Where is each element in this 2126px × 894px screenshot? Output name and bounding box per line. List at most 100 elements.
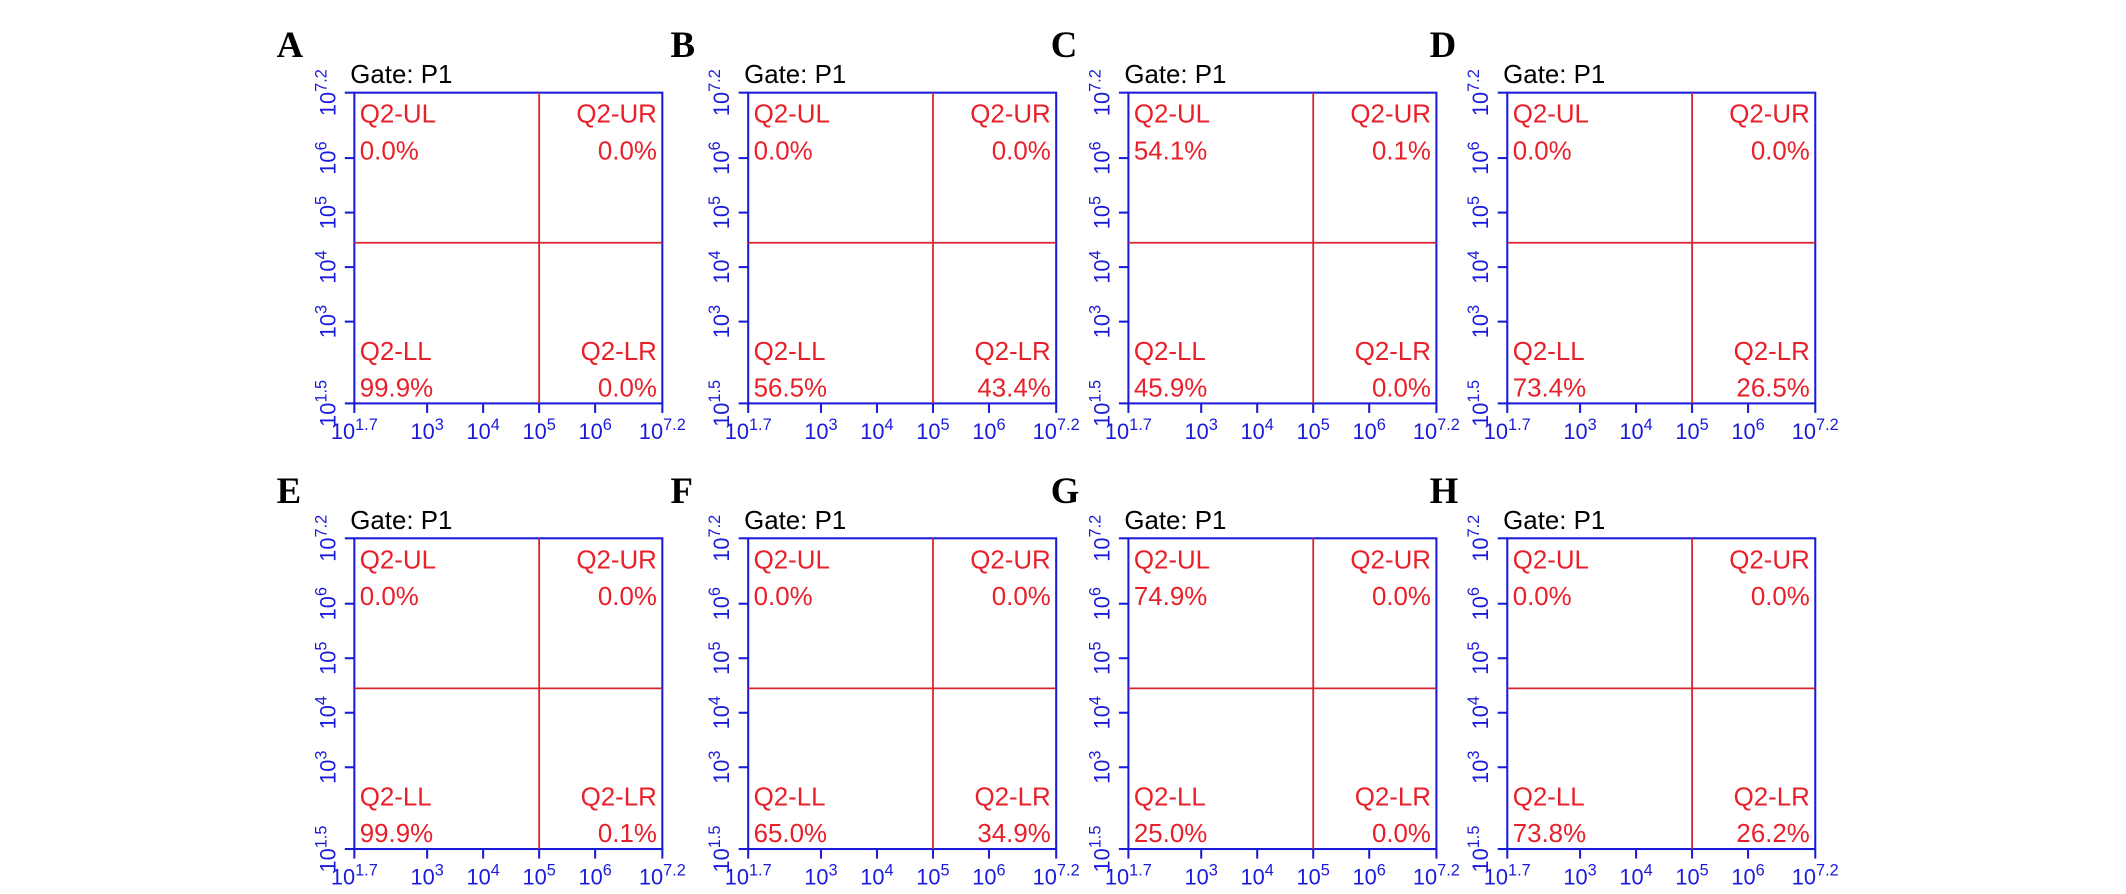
quadrant-name: Q2-UR bbox=[576, 546, 657, 574]
quadrant-name: Q2-LR bbox=[1734, 338, 1810, 366]
tick-label: 103 bbox=[1185, 416, 1218, 444]
tick-exponent: 1.7 bbox=[1508, 416, 1531, 434]
tick-exponent: 3 bbox=[1588, 861, 1597, 879]
tick-exponent: 6 bbox=[603, 861, 612, 879]
tick-exponent: 3 bbox=[1588, 416, 1597, 434]
gate-title: Gate: P1 bbox=[1503, 507, 1605, 535]
tick-label: 107.2 bbox=[312, 515, 340, 562]
tick-label: 105 bbox=[916, 861, 949, 889]
tick-exponent: 4 bbox=[1086, 696, 1104, 705]
tick-label: 105 bbox=[312, 642, 340, 675]
tick-exponent: 4 bbox=[1265, 861, 1274, 879]
quadrant-percent: 45.9% bbox=[1134, 375, 1207, 403]
quadrant-percent: 26.2% bbox=[1736, 820, 1809, 848]
tick-exponent: 5 bbox=[547, 861, 556, 879]
tick-label: 101.5 bbox=[1465, 380, 1493, 427]
tick-label: 105 bbox=[1465, 196, 1493, 229]
quadrant-name: Q2-UL bbox=[360, 101, 436, 129]
gate-title: Gate: P1 bbox=[1124, 61, 1226, 89]
tick-exponent: 5 bbox=[547, 416, 556, 434]
tick-exponent: 4 bbox=[491, 861, 500, 879]
quadrant-percent: 65.0% bbox=[754, 820, 827, 848]
quadrant-percent: 0.0% bbox=[1372, 375, 1431, 403]
tick-label: 103 bbox=[1563, 861, 1596, 889]
quadrant-percent: 0.0% bbox=[1372, 583, 1431, 611]
tick-label: 104 bbox=[312, 696, 340, 729]
tick-label: 105 bbox=[312, 196, 340, 229]
tick-exponent: 3 bbox=[1465, 305, 1483, 314]
quadrant-name: Q2-UR bbox=[576, 101, 657, 129]
tick-exponent: 6 bbox=[1377, 416, 1386, 434]
tick-exponent: 6 bbox=[1465, 587, 1483, 596]
quadrant-name: Q2-UL bbox=[1513, 101, 1589, 129]
tick-label: 107.2 bbox=[1465, 69, 1493, 116]
tick-label: 104 bbox=[466, 861, 499, 889]
tick-exponent: 7.2 bbox=[1086, 69, 1104, 92]
quadrant-name: Q2-LR bbox=[581, 338, 657, 366]
plot-frame bbox=[1127, 91, 1438, 405]
tick-label: 103 bbox=[1465, 305, 1493, 338]
tick-exponent: 1.7 bbox=[1129, 861, 1152, 879]
quadrant-percent: 0.1% bbox=[598, 820, 657, 848]
tick-exponent: 5 bbox=[1465, 196, 1483, 205]
quadrant-name: Q2-UL bbox=[754, 546, 830, 574]
tick-exponent: 4 bbox=[1644, 416, 1653, 434]
tick-label: 104 bbox=[1465, 250, 1493, 283]
quadrant-name: Q2-LL bbox=[754, 338, 826, 366]
quadrant-percent: 0.0% bbox=[992, 583, 1051, 611]
tick-exponent: 1.7 bbox=[1129, 416, 1152, 434]
tick-label: 103 bbox=[312, 305, 340, 338]
tick-label: 105 bbox=[1675, 416, 1708, 444]
tick-label: 103 bbox=[1465, 751, 1493, 784]
gate-title: Gate: P1 bbox=[1124, 507, 1226, 535]
tick-label: 105 bbox=[706, 642, 734, 675]
tick-label: 105 bbox=[522, 416, 555, 444]
quadrant-percent: 73.8% bbox=[1513, 820, 1586, 848]
tick-exponent: 5 bbox=[941, 416, 950, 434]
tick-exponent: 4 bbox=[312, 250, 330, 259]
tick-exponent: 6 bbox=[1086, 141, 1104, 150]
tick-exponent: 3 bbox=[435, 861, 444, 879]
quadrant-name: Q2-UL bbox=[1513, 546, 1589, 574]
tick-label: 107.2 bbox=[1792, 416, 1839, 444]
tick-exponent: 5 bbox=[1700, 861, 1709, 879]
tick-exponent: 6 bbox=[1377, 861, 1386, 879]
tick-label: 101.5 bbox=[706, 826, 734, 873]
quadrant-name: Q2-UL bbox=[360, 546, 436, 574]
tick-exponent: 1.5 bbox=[1465, 826, 1483, 849]
tick-label: 104 bbox=[1619, 861, 1652, 889]
plot-frame bbox=[353, 91, 664, 405]
tick-label: 104 bbox=[860, 416, 893, 444]
tick-exponent: 6 bbox=[1086, 587, 1104, 596]
quadrant-percent: 54.1% bbox=[1134, 137, 1207, 165]
tick-exponent: 5 bbox=[1086, 642, 1104, 651]
tick-label: 106 bbox=[578, 416, 611, 444]
quadrant-percent: 0.0% bbox=[754, 137, 813, 165]
plot-frame bbox=[353, 537, 664, 851]
tick-exponent: 7.2 bbox=[1465, 515, 1483, 538]
quadrant-name: Q2-UR bbox=[970, 546, 1051, 574]
plot-frame bbox=[1506, 537, 1817, 851]
tick-exponent: 6 bbox=[312, 141, 330, 150]
quadrant-name: Q2-UR bbox=[1350, 101, 1431, 129]
tick-exponent: 7.2 bbox=[1437, 416, 1460, 434]
tick-label: 104 bbox=[860, 861, 893, 889]
tick-label: 106 bbox=[706, 587, 734, 620]
tick-label: 107.2 bbox=[1033, 861, 1080, 889]
quadrant-percent: 0.0% bbox=[360, 583, 419, 611]
tick-exponent: 4 bbox=[1265, 416, 1274, 434]
quadrant-name: Q2-LR bbox=[975, 783, 1051, 811]
tick-exponent: 1.5 bbox=[706, 826, 724, 849]
tick-label: 103 bbox=[1086, 305, 1114, 338]
tick-exponent: 5 bbox=[312, 642, 330, 651]
tick-exponent: 7.2 bbox=[312, 69, 330, 92]
panel-letter: F bbox=[671, 470, 693, 511]
quadrant-percent: 0.0% bbox=[1372, 820, 1431, 848]
tick-exponent: 1.5 bbox=[1086, 380, 1104, 403]
tick-exponent: 4 bbox=[1644, 861, 1653, 879]
tick-exponent: 1.5 bbox=[312, 826, 330, 849]
tick-label: 107.2 bbox=[1086, 515, 1114, 562]
tick-exponent: 5 bbox=[1321, 416, 1330, 434]
tick-label: 103 bbox=[1185, 861, 1218, 889]
